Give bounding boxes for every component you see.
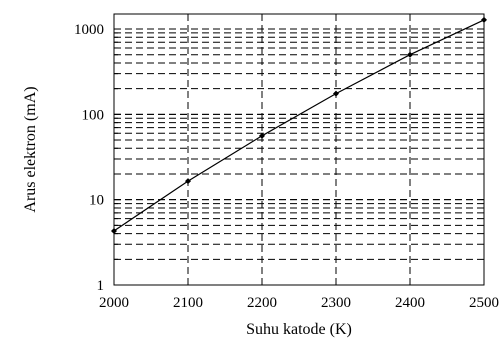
y-tick-label: 1 xyxy=(97,278,105,294)
x-tick-label: 2500 xyxy=(469,295,499,311)
y-axis-label: Arus elektron (mA) xyxy=(22,86,39,212)
y-tick-label: 10 xyxy=(89,193,104,209)
series-line xyxy=(113,19,485,232)
x-axis-label: Suhu katode (K) xyxy=(246,321,352,338)
data-point xyxy=(481,16,487,23)
data-point xyxy=(185,178,191,185)
data-point xyxy=(407,51,413,58)
data-point xyxy=(259,132,265,139)
series-layer xyxy=(111,16,487,234)
x-tick-label: 2300 xyxy=(321,295,351,311)
y-tick-label: 100 xyxy=(82,107,105,123)
tick-labels: 2000 2100 2200 2300 2400 2500 1 10 100 1000 xyxy=(74,22,499,311)
x-tick-label: 2200 xyxy=(247,295,277,311)
y-tick-label: 1000 xyxy=(74,22,104,38)
data-point xyxy=(333,90,339,97)
x-tick-label: 2100 xyxy=(173,295,203,311)
x-tick-label: 2400 xyxy=(395,295,425,311)
axis-ticks xyxy=(113,28,485,286)
plot-frame xyxy=(113,13,485,286)
x-tick-label: 2000 xyxy=(99,295,129,311)
data-point xyxy=(111,227,117,234)
grid-lines xyxy=(114,14,484,285)
